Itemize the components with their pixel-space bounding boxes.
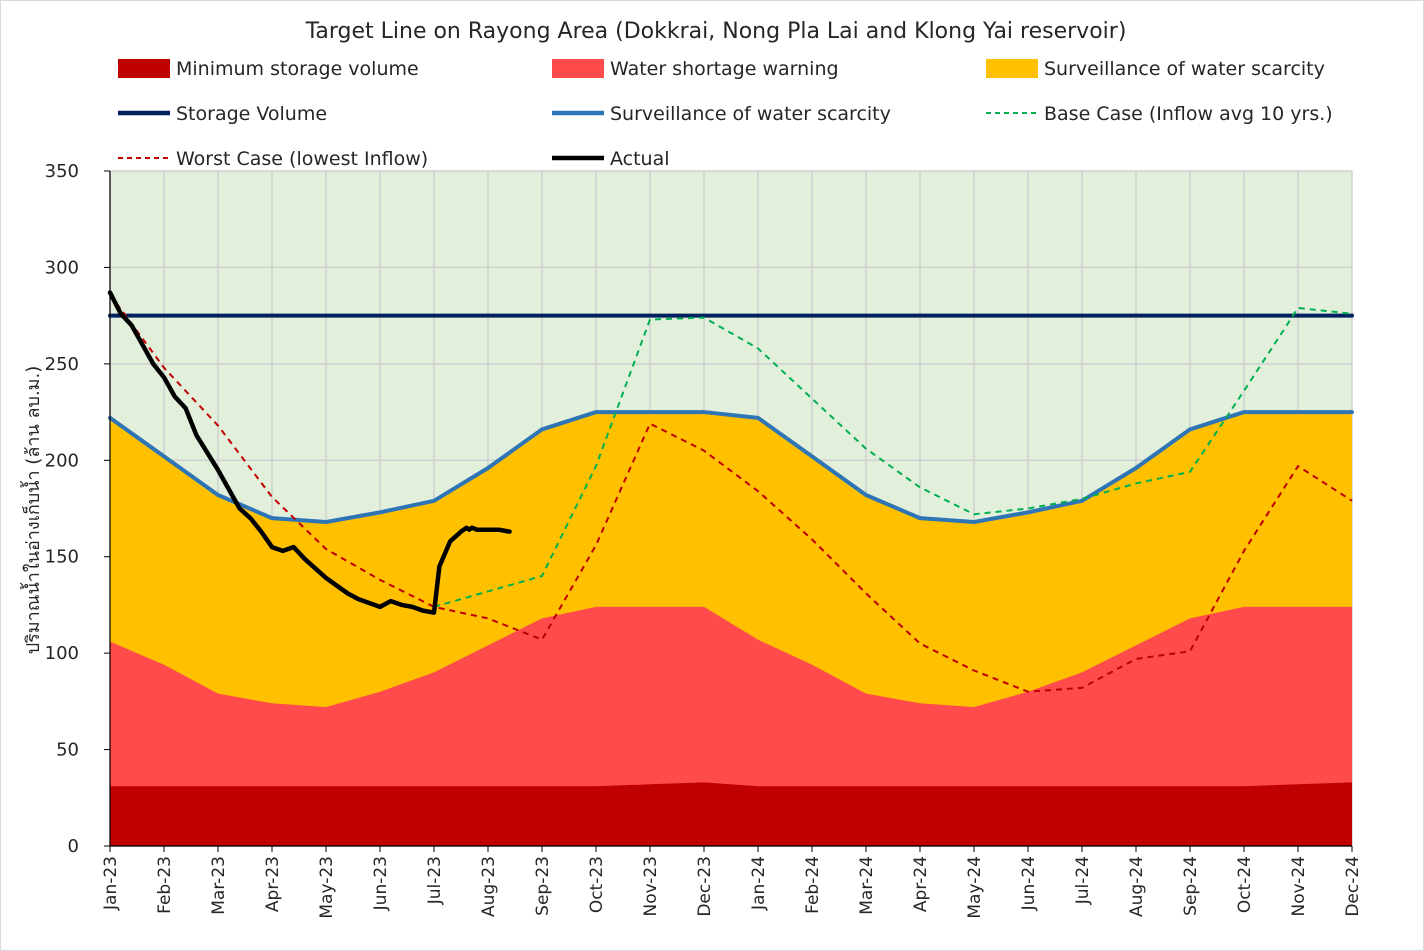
x-tick-label-May-23: May-23: [317, 856, 337, 919]
area-minimum-storage-volume: [110, 782, 1352, 846]
x-tick-label-Oct-23: Oct-23: [587, 856, 607, 913]
y-tick-label-350: 350: [45, 161, 79, 182]
x-tick-label-Dec-24: Dec-24: [1343, 856, 1363, 917]
legend-worst-case-lowest-inflow--6-label: Worst Case (lowest Inflow): [176, 148, 428, 170]
line-worst-case-lowest-inflow-: [109, 293, 1353, 693]
x-tick-label-Aug-23: Aug-23: [479, 856, 499, 917]
legend-minimum-storage-volume-0-swatch: [118, 59, 170, 78]
y-tick-label-0: 0: [68, 836, 79, 857]
x-tick-label-Aug-24: Aug-24: [1127, 856, 1147, 917]
x-tick-label-Feb-23: Feb-23: [155, 856, 175, 914]
x-tick-label-Jul-23: Jul-23: [425, 856, 445, 905]
y-tick-label-100: 100: [45, 643, 79, 664]
x-tick-label-Sep-24: Sep-24: [1181, 856, 1201, 916]
y-tick-label-300: 300: [45, 257, 79, 278]
line-base-case-inflow-avg-10-yrs-: [433, 306, 1353, 608]
y-tick-label-150: 150: [45, 547, 79, 568]
legend-water-shortage-warning-1-swatch: [552, 59, 604, 78]
x-tick-label-Jan-24: Jan-24: [749, 856, 769, 911]
x-tick-label-Mar-23: Mar-23: [209, 856, 229, 915]
y-tick-label-200: 200: [45, 450, 79, 471]
x-tick-label-Jan-23: Jan-23: [101, 856, 121, 911]
chart-title: Target Line on Rayong Area (Dokkrai, Non…: [305, 19, 1127, 44]
legend-water-shortage-warning-1-label: Water shortage warning: [610, 58, 839, 80]
x-tick-label-Nov-24: Nov-24: [1289, 856, 1309, 917]
x-tick-label-Sep-23: Sep-23: [533, 856, 553, 916]
x-tick-label-Jul-24: Jul-24: [1073, 856, 1093, 905]
y-tick-label-50: 50: [56, 740, 79, 761]
legend-surveillance-of-water-scarcity-4-label: Surveillance of water scarcity: [610, 103, 891, 125]
x-tick-label-May-24: May-24: [965, 856, 985, 919]
x-tick-label-Nov-23: Nov-23: [641, 856, 661, 917]
y-tick-label-250: 250: [45, 354, 79, 375]
legend-surveillance-of-water-scarcity-2-label: Surveillance of water scarcity: [1044, 58, 1325, 80]
legend-actual-7-label: Actual: [610, 148, 670, 170]
line-surveillance-of-water-scarcity: [108, 410, 1354, 524]
x-tick-label-Jun-23: Jun-23: [371, 856, 391, 911]
y-axis-label: ปริมาณน้ำในอ่างเก็บน้ำ (ล้าน ลบ.ม.): [20, 366, 44, 655]
x-tick-label-Jun-24: Jun-24: [1019, 856, 1039, 911]
x-tick-label-Feb-24: Feb-24: [803, 856, 823, 914]
x-tick-label-Apr-24: Apr-24: [911, 856, 931, 912]
legend-storage-volume-3-label: Storage Volume: [176, 103, 327, 125]
x-tick-label-Mar-24: Mar-24: [857, 856, 877, 915]
x-tick-label-Apr-23: Apr-23: [263, 856, 283, 912]
legend-base-case-inflow-avg-10-yrs--5-label: Base Case (Inflow avg 10 yrs.): [1044, 103, 1333, 125]
line-actual: [107, 290, 512, 615]
x-tick-label-Oct-24: Oct-24: [1235, 856, 1255, 913]
legend-surveillance-of-water-scarcity-2-swatch: [986, 59, 1038, 78]
legend-minimum-storage-volume-0-label: Minimum storage volume: [176, 58, 419, 80]
x-tick-label-Dec-23: Dec-23: [695, 856, 715, 917]
